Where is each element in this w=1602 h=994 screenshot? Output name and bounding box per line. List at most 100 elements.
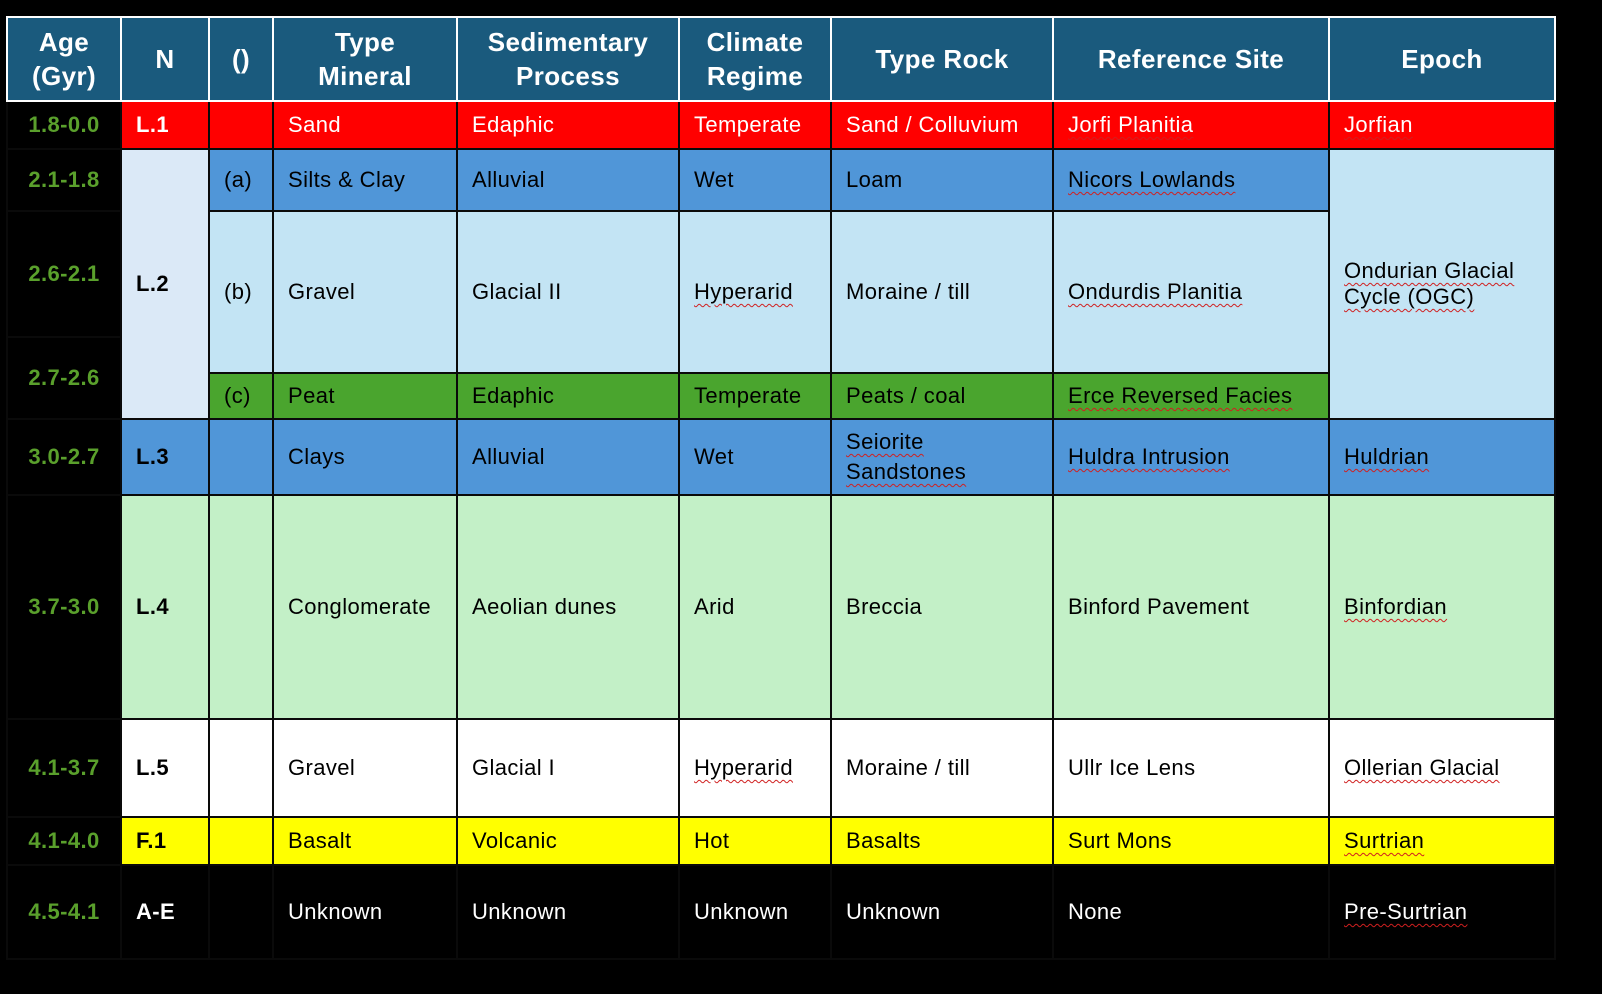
site-cell: Surt Mons [1052, 816, 1330, 866]
age-cell: 3.7-3.0 [6, 494, 122, 720]
epoch-cell: Surtrian [1328, 816, 1556, 866]
table-row: 2.6-2.1 (b) Gravel Glacial II Hyperarid … [6, 210, 1555, 374]
header-reference-site: Reference Site [1052, 16, 1330, 102]
epoch-cell: Pre-Surtrian [1328, 864, 1556, 960]
header-epoch: Epoch [1328, 16, 1556, 102]
subunit-cell [208, 864, 274, 960]
process-cell: Glacial I [456, 718, 680, 818]
table-row: (c) Peat Edaphic Temperate Peats / coal … [7, 372, 1555, 420]
mineral-cell: Basalt [272, 816, 458, 866]
climate-cell: Temperate [678, 100, 832, 150]
epoch-name: Ollerian Glacial [1344, 755, 1500, 780]
table-row: 3.0-2.7 L.3 Clays Alluvial Wet Seiorite … [6, 418, 1556, 496]
process-cell: Edaphic [456, 372, 680, 420]
table-row: 4.5-4.1 A-E Unknown Unknown Unknown Unkn… [6, 864, 1556, 960]
process-cell: Glacial II [456, 210, 680, 374]
process-cell: Unknown [456, 864, 680, 960]
rock-cell: Unknown [830, 864, 1054, 960]
age-cell: 4.1-4.0 [6, 816, 122, 866]
age-cell: 4.1-3.7 [6, 718, 122, 818]
subunit-cell: (c) [208, 372, 274, 420]
header-sedimentary-process: Sedimentary Process [456, 16, 680, 102]
subunit-cell: (b) [208, 210, 274, 374]
epoch-name: Binfordian [1344, 594, 1448, 619]
table-container: Age (Gyr) N () Type Mineral Sedimentary … [6, 16, 1556, 960]
age-cell: 4.5-4.1 [6, 864, 122, 960]
rock-cell: Moraine / till [830, 210, 1054, 374]
climate-cell: Wet [678, 148, 832, 212]
age-cell: 3.0-2.7 [6, 418, 122, 496]
subunit-cell [208, 494, 274, 720]
site-name: Ondurdis Planitia [1068, 279, 1243, 304]
epoch-cell: Binfordian [1328, 494, 1556, 720]
site-cell: Erce Reversed Facies [1052, 372, 1330, 420]
age-cell: 2.6-2.1 [6, 210, 122, 338]
age-cell: 2.7-2.6 [6, 336, 122, 420]
epoch-cell: Ollerian Glacial [1328, 718, 1556, 818]
process-cell: Alluvial [456, 148, 680, 212]
rock-cell: Peats / coal [830, 372, 1054, 420]
mineral-cell: Conglomerate [272, 494, 458, 720]
site-cell: Huldra Intrusion [1052, 418, 1330, 496]
climate-cell: Hyperarid [678, 210, 832, 374]
unit-cell: L.1 [120, 100, 210, 150]
climate-cell: Unknown [678, 864, 832, 960]
subunit-cell [208, 816, 274, 866]
climate-cell: Arid [678, 494, 832, 720]
climate-cell: Hyperarid [678, 718, 832, 818]
process-cell: Alluvial [456, 418, 680, 496]
subunit-cell [208, 100, 274, 150]
header-row: Age (Gyr) N () Type Mineral Sedimentary … [6, 16, 1556, 102]
header-type-rock: Type Rock [830, 16, 1054, 102]
climate-name: Hyperarid [694, 755, 793, 780]
rock-cell: Loam [830, 148, 1054, 212]
header-paren: () [208, 16, 274, 102]
geologic-timescale-table: Age (Gyr) N () Type Mineral Sedimentary … [6, 16, 1556, 960]
mineral-cell: Peat [272, 372, 458, 420]
rock-cell: Seiorite Sandstones [830, 418, 1054, 496]
climate-cell: Hot [678, 816, 832, 866]
epoch-name: Surtrian [1344, 828, 1425, 853]
unit-cell: F.1 [120, 816, 210, 866]
site-cell: Binford Pavement [1052, 494, 1330, 720]
site-name: Nicors Lowlands [1068, 167, 1236, 192]
unit-cell: L.2 [120, 148, 210, 420]
site-name: Huldra Intrusion [1068, 444, 1230, 469]
table-row: 4.1-3.7 L.5 Gravel Glacial I Hyperarid M… [6, 718, 1556, 818]
age-cell: 1.8-0.0 [6, 100, 122, 150]
process-cell: Edaphic [456, 100, 680, 150]
table-row: 3.7-3.0 L.4 Conglomerate Aeolian dunes A… [6, 494, 1556, 720]
unit-cell: L.4 [120, 494, 210, 720]
mineral-cell: Sand [272, 100, 458, 150]
subunit-cell [208, 718, 274, 818]
age-cell: 2.1-1.8 [6, 148, 122, 212]
header-n: N [120, 16, 210, 102]
site-cell: Ondurdis Planitia [1052, 210, 1330, 374]
table-row: 2.1-1.8 L.2 (a) Silts & Clay Alluvial We… [6, 148, 1556, 420]
climate-cell: Wet [678, 418, 832, 496]
climate-cell: Temperate [678, 372, 832, 420]
epoch-cell: Ondurian Glacial Cycle (OGC) [1328, 148, 1556, 420]
rock-cell: Sand / Colluvium [830, 100, 1054, 150]
rock-cell: Moraine / till [830, 718, 1054, 818]
climate-name: Hyperarid [694, 279, 793, 304]
table-row: 1.8-0.0 L.1 Sand Edaphic Temperate Sand … [6, 100, 1556, 150]
unit-cell: A-E [120, 864, 210, 960]
subunit-cell: (a) [208, 148, 274, 212]
unit-cell: L.3 [120, 418, 210, 496]
site-cell: Nicors Lowlands [1052, 148, 1330, 212]
process-cell: Volcanic [456, 816, 680, 866]
process-cell: Aeolian dunes [456, 494, 680, 720]
mineral-cell: Unknown [272, 864, 458, 960]
mineral-cell: Gravel [272, 210, 458, 374]
site-name: Jorfi Planitia [1068, 112, 1194, 137]
table-row: 4.1-4.0 F.1 Basalt Volcanic Hot Basalts … [6, 816, 1556, 866]
rock-cell: Basalts [830, 816, 1054, 866]
epoch-name: Ondurian Glacial Cycle (OGC) [1344, 258, 1515, 309]
site-name: Erce Reversed Facies [1068, 383, 1293, 408]
rock-cell: Breccia [830, 494, 1054, 720]
site-cell: Ullr Ice Lens [1052, 718, 1330, 818]
table-row: 2.7-2.6 [6, 336, 1555, 420]
mineral-cell: Gravel [272, 718, 458, 818]
epoch-cell: Huldrian [1328, 418, 1556, 496]
